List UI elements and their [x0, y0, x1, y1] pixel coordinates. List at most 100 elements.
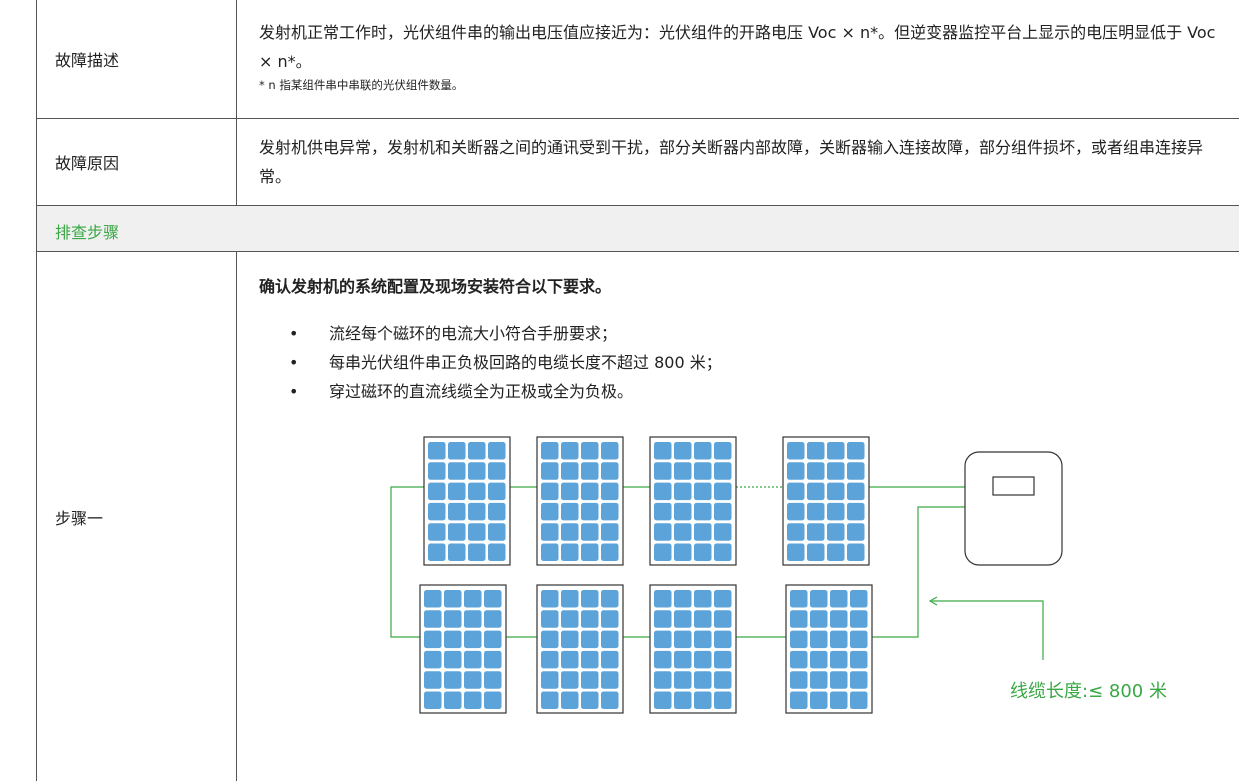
panel-cell — [790, 691, 808, 709]
panel-cell — [810, 650, 828, 669]
panel-cell — [830, 630, 848, 649]
panel-cell — [448, 543, 466, 561]
panel-cell — [847, 543, 865, 561]
section-row: 排查步骤 — [36, 205, 1239, 251]
panel-cell — [674, 502, 692, 521]
panel-cell — [827, 462, 845, 480]
panel-cell — [424, 610, 442, 628]
panel-cell — [694, 630, 712, 649]
row-text: 发射机供电异常，发射机和关断器之间的通讯受到干扰，部分关断器内部故障，关断器输入… — [259, 138, 1204, 186]
cable — [390, 486, 424, 638]
panel-cell — [581, 610, 599, 628]
panel-cell — [830, 590, 848, 608]
panel-cell — [484, 650, 502, 669]
row-label: 步骤一 — [37, 252, 237, 781]
bullet: 流经每个磁环的电流大小符合手册要求； — [259, 319, 1219, 348]
panel-cell — [444, 650, 462, 669]
panel-cell — [561, 462, 579, 480]
panel-cell — [810, 691, 828, 709]
panel-cell — [850, 590, 868, 608]
panel-cell — [561, 630, 579, 649]
panel-cell — [464, 671, 482, 689]
panel-cell — [830, 671, 848, 689]
panel-cell — [464, 630, 482, 649]
panel-cell — [424, 630, 442, 649]
panel-cell — [484, 610, 502, 628]
panel-cell — [601, 691, 619, 709]
panel-cell — [674, 610, 692, 628]
panel-cell — [464, 610, 482, 628]
panel-cell — [694, 671, 712, 689]
panel-cell — [654, 482, 672, 501]
panel-cell — [448, 462, 466, 480]
panel-cell — [561, 650, 579, 669]
panel-cell — [827, 523, 845, 541]
panel-cell — [850, 630, 868, 649]
panel-cell — [561, 590, 579, 608]
panel-cell — [807, 462, 825, 480]
panel-cell — [541, 630, 559, 649]
panel-cell — [830, 610, 848, 628]
panel-cell — [810, 671, 828, 689]
panel-cell — [601, 610, 619, 628]
panel-cell — [810, 610, 828, 628]
panel-cell — [484, 691, 502, 709]
panel-cell — [714, 610, 732, 628]
panel-cell — [601, 650, 619, 669]
footnote: * n 指某组件串中串联的光伏组件数量。 — [259, 78, 464, 92]
panel-cell — [714, 590, 732, 608]
panel-cell — [790, 671, 808, 689]
panel-cell — [674, 543, 692, 561]
panel-cell — [581, 462, 599, 480]
row: 故障描述 发射机正常工作时，光伏组件串的输出电压值应接近为：光伏组件的开路电压 … — [36, 0, 1239, 118]
panel-cell — [561, 442, 579, 460]
panel-cell — [581, 482, 599, 501]
panel-cell — [674, 650, 692, 669]
panel-cell — [654, 442, 672, 460]
panel-cell — [654, 650, 672, 669]
panel-cell — [654, 590, 672, 608]
panel-cell — [581, 590, 599, 608]
arrow-head — [928, 596, 938, 606]
panel-cell — [654, 610, 672, 628]
panel-cell — [541, 523, 559, 541]
panel-cell — [807, 502, 825, 521]
panel-cell — [488, 482, 506, 501]
panel-cell — [601, 543, 619, 561]
cable — [872, 506, 965, 638]
panel-cell — [827, 482, 845, 501]
inverter — [964, 451, 1063, 566]
panel-cell — [654, 543, 672, 561]
panel-cell — [714, 523, 732, 541]
panel-cell — [541, 671, 559, 689]
panel-cell — [484, 671, 502, 689]
panel-cell — [581, 630, 599, 649]
panel-cell — [694, 523, 712, 541]
panel-cell — [448, 502, 466, 521]
row-label: 故障原因 — [37, 119, 237, 205]
panel-cell — [694, 442, 712, 460]
panel-cell — [541, 442, 559, 460]
panel-cell — [601, 502, 619, 521]
panel-cell — [601, 442, 619, 460]
bullet: 每串光伏组件串正负极回路的电缆长度不超过 800 米； — [259, 348, 1219, 377]
panel-cell — [810, 630, 828, 649]
panel-cell — [714, 671, 732, 689]
cable-length-label: 线缆长度:≤ 800 米 — [1010, 681, 1167, 702]
panel-cell — [694, 590, 712, 608]
row-text: 发射机正常工作时，光伏组件串的输出电压值应接近为：光伏组件的开路电压 Voc ×… — [259, 18, 1219, 94]
panel-cell — [694, 543, 712, 561]
panel-cell — [428, 482, 446, 501]
panel-cell — [468, 523, 486, 541]
panel-cell — [827, 543, 845, 561]
panel-cell — [850, 691, 868, 709]
row: 步骤一 确认发射机的系统配置及现场安装符合以下要求。 流经每个磁环的电流大小符合… — [36, 251, 1239, 781]
panel-cell — [787, 502, 805, 521]
panel-cell — [847, 462, 865, 480]
panel-cell — [674, 482, 692, 501]
panel-cell — [787, 543, 805, 561]
panel-cell — [541, 691, 559, 709]
cables — [390, 486, 1044, 660]
panel-cell — [581, 442, 599, 460]
panel-cell — [488, 442, 506, 460]
